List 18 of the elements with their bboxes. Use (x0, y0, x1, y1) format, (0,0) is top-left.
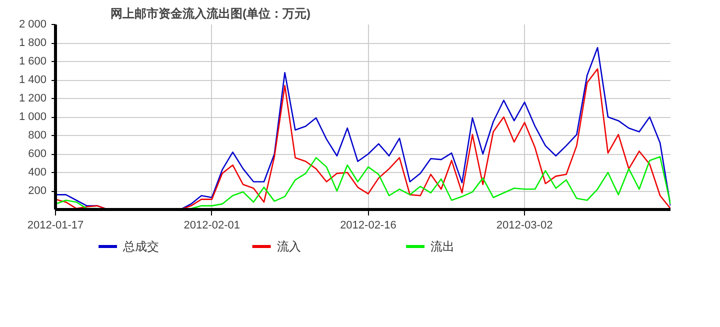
y-tick-label: 1 800 (18, 37, 47, 49)
x-tick-label: 2012-02-16 (340, 220, 396, 232)
y-tick-label: 1 600 (18, 56, 47, 68)
x-tick-label: 2012-03-02 (496, 220, 553, 232)
y-tick-label: 2 000 (18, 18, 47, 30)
y-tick-label: 600 (28, 148, 47, 160)
legend-label: 流入 (276, 240, 301, 254)
y-tick-label: 1 400 (18, 74, 47, 86)
y-tick-label: 400 (28, 166, 47, 178)
x-tick-label: 2012-02-01 (184, 220, 240, 232)
y-tick-label: 800 (28, 130, 47, 142)
x-tick-label: 2012-01-17 (27, 220, 84, 232)
y-tick-label: 1 200 (18, 92, 47, 104)
legend-label: 流出 (430, 240, 455, 254)
chart-title: 网上邮市资金流入流出图(单位：万元) (110, 6, 310, 20)
legend-label: 总成交 (122, 240, 160, 254)
y-tick-label: 1 000 (18, 111, 47, 123)
y-tick-label: 200 (28, 185, 47, 197)
